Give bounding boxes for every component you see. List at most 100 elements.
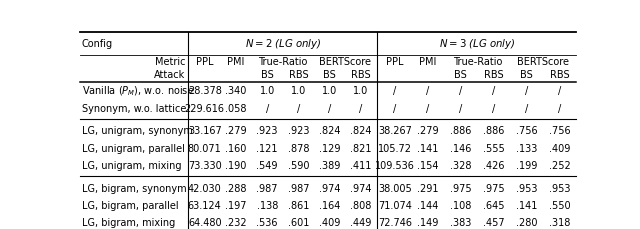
Text: PMI: PMI bbox=[227, 57, 244, 67]
Text: 73.330: 73.330 bbox=[188, 160, 221, 170]
Text: .756: .756 bbox=[516, 126, 538, 136]
Text: .141: .141 bbox=[516, 200, 538, 210]
Text: 71.074: 71.074 bbox=[378, 200, 412, 210]
Text: Synonym, w.o. lattice: Synonym, w.o. lattice bbox=[82, 103, 186, 113]
Text: .280: .280 bbox=[516, 217, 538, 227]
Text: /: / bbox=[394, 103, 397, 113]
Text: .129: .129 bbox=[319, 143, 340, 153]
Text: .108: .108 bbox=[450, 200, 472, 210]
Text: LG, unigram, mixing: LG, unigram, mixing bbox=[82, 160, 182, 170]
Text: .160: .160 bbox=[225, 143, 246, 153]
Text: /: / bbox=[460, 86, 463, 96]
Text: .886: .886 bbox=[450, 126, 472, 136]
Text: .291: .291 bbox=[417, 183, 438, 193]
Text: .808: .808 bbox=[350, 200, 372, 210]
Text: .154: .154 bbox=[417, 160, 438, 170]
Text: .974: .974 bbox=[319, 183, 340, 193]
Text: 38.005: 38.005 bbox=[378, 183, 412, 193]
Text: /: / bbox=[426, 86, 429, 96]
Text: BERTScore: BERTScore bbox=[319, 57, 371, 67]
Text: 1.0: 1.0 bbox=[353, 86, 369, 96]
Text: /: / bbox=[460, 103, 463, 113]
Text: PPL: PPL bbox=[387, 57, 404, 67]
Text: .987: .987 bbox=[257, 183, 278, 193]
Text: BS: BS bbox=[520, 69, 533, 79]
Text: /: / bbox=[394, 86, 397, 96]
Text: .426: .426 bbox=[483, 160, 504, 170]
Text: 72.746: 72.746 bbox=[378, 217, 412, 227]
Text: .232: .232 bbox=[225, 217, 247, 227]
Text: RBS: RBS bbox=[351, 69, 371, 79]
Text: .058: .058 bbox=[225, 103, 247, 113]
Text: /: / bbox=[297, 103, 300, 113]
Text: 63.124: 63.124 bbox=[188, 200, 221, 210]
Text: .149: .149 bbox=[417, 217, 438, 227]
Text: RBS: RBS bbox=[289, 69, 308, 79]
Text: .279: .279 bbox=[417, 126, 439, 136]
Text: .389: .389 bbox=[319, 160, 340, 170]
Text: .590: .590 bbox=[288, 160, 309, 170]
Text: LG, unigram, synonym: LG, unigram, synonym bbox=[82, 126, 193, 136]
Text: RBS: RBS bbox=[550, 69, 570, 79]
Text: .133: .133 bbox=[516, 143, 538, 153]
Text: .288: .288 bbox=[225, 183, 247, 193]
Text: 64.480: 64.480 bbox=[188, 217, 221, 227]
Text: .409: .409 bbox=[319, 217, 340, 227]
Text: .953: .953 bbox=[548, 183, 570, 193]
Text: .974: .974 bbox=[350, 183, 372, 193]
Text: .861: .861 bbox=[288, 200, 309, 210]
Text: LG, unigram, parallel: LG, unigram, parallel bbox=[82, 143, 185, 153]
Text: .197: .197 bbox=[225, 200, 247, 210]
Text: .383: .383 bbox=[450, 217, 472, 227]
Text: /: / bbox=[492, 103, 495, 113]
Text: 1.0: 1.0 bbox=[291, 86, 306, 96]
Text: /: / bbox=[525, 103, 528, 113]
Text: Config: Config bbox=[82, 39, 113, 49]
Text: .756: .756 bbox=[548, 126, 570, 136]
Text: /: / bbox=[558, 103, 561, 113]
Text: .138: .138 bbox=[257, 200, 278, 210]
Text: 1.0: 1.0 bbox=[322, 86, 337, 96]
Text: LG, bigram, synonym: LG, bigram, synonym bbox=[82, 183, 187, 193]
Text: True-Ratio: True-Ratio bbox=[452, 57, 502, 67]
Text: True-Ratio: True-Ratio bbox=[258, 57, 308, 67]
Text: $N = 2$ (LG only): $N = 2$ (LG only) bbox=[244, 37, 321, 51]
Text: .409: .409 bbox=[549, 143, 570, 153]
Text: .953: .953 bbox=[516, 183, 538, 193]
Text: .550: .550 bbox=[548, 200, 570, 210]
Text: 42.030: 42.030 bbox=[188, 183, 221, 193]
Text: RBS: RBS bbox=[484, 69, 504, 79]
Text: /: / bbox=[266, 103, 269, 113]
Text: PPL: PPL bbox=[196, 57, 214, 67]
Text: .601: .601 bbox=[288, 217, 309, 227]
Text: .549: .549 bbox=[257, 160, 278, 170]
Text: Metric: Metric bbox=[155, 57, 186, 67]
Text: .141: .141 bbox=[417, 143, 438, 153]
Text: .824: .824 bbox=[350, 126, 372, 136]
Text: 229.616: 229.616 bbox=[185, 103, 225, 113]
Text: .975: .975 bbox=[483, 183, 504, 193]
Text: BS: BS bbox=[323, 69, 336, 79]
Text: BERTScore: BERTScore bbox=[517, 57, 569, 67]
Text: .821: .821 bbox=[350, 143, 372, 153]
Text: 80.071: 80.071 bbox=[188, 143, 221, 153]
Text: .923: .923 bbox=[288, 126, 309, 136]
Text: .824: .824 bbox=[319, 126, 340, 136]
Text: .878: .878 bbox=[288, 143, 309, 153]
Text: $N = 3$ (LG only): $N = 3$ (LG only) bbox=[439, 37, 516, 51]
Text: /: / bbox=[558, 86, 561, 96]
Text: .536: .536 bbox=[257, 217, 278, 227]
Text: 105.72: 105.72 bbox=[378, 143, 412, 153]
Text: 38.267: 38.267 bbox=[378, 126, 412, 136]
Text: /: / bbox=[328, 103, 332, 113]
Text: .121: .121 bbox=[257, 143, 278, 153]
Text: .340: .340 bbox=[225, 86, 246, 96]
Text: Attack: Attack bbox=[154, 69, 186, 79]
Text: /: / bbox=[492, 86, 495, 96]
Text: .449: .449 bbox=[350, 217, 372, 227]
Text: .886: .886 bbox=[483, 126, 504, 136]
Text: .252: .252 bbox=[548, 160, 570, 170]
Text: .279: .279 bbox=[225, 126, 247, 136]
Text: /: / bbox=[525, 86, 528, 96]
Text: .318: .318 bbox=[549, 217, 570, 227]
